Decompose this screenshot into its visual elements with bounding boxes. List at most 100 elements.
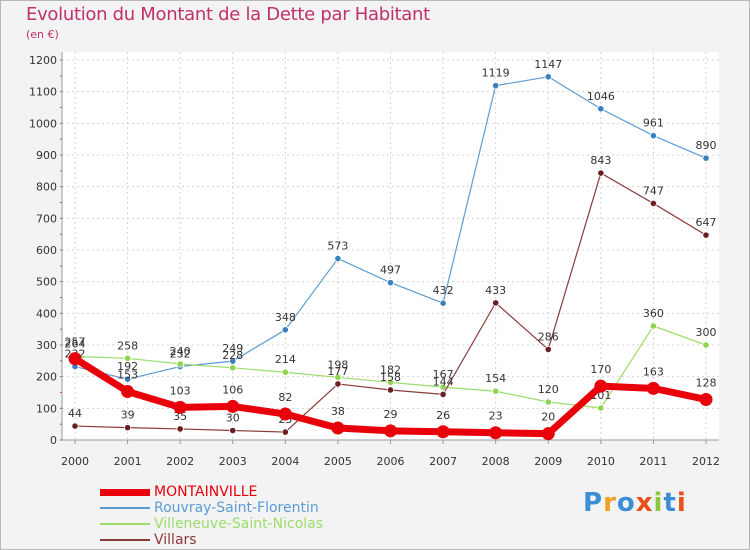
data-point-villeneuve-saint-nicolas: [281, 368, 289, 376]
x-tick-label: 2003: [219, 455, 247, 468]
data-label-villeneuve-saint-nicolas: 264: [65, 337, 86, 350]
legend-swatch: [100, 523, 150, 525]
data-label-villars: 647: [696, 216, 717, 229]
data-point-villeneuve-saint-nicolas: [229, 364, 237, 372]
logo-letter: x: [635, 488, 654, 518]
data-label-villars: 843: [590, 154, 611, 167]
legend-label: Villeneuve-Saint-Nicolas: [154, 516, 324, 532]
data-point-montainville: [68, 352, 82, 366]
data-label-rouvray-saint-florentin: 432: [433, 284, 454, 297]
data-point-villars: [597, 169, 605, 177]
plot-area: [62, 52, 719, 440]
data-point-rouvray-saint-florentin: [597, 105, 605, 113]
data-label-rouvray-saint-florentin: 961: [643, 117, 664, 130]
data-label-montainville: 170: [590, 363, 611, 376]
data-point-villars: [544, 345, 552, 354]
data-point-villars: [229, 426, 237, 435]
x-tick-label: 2008: [482, 455, 510, 468]
data-label-villeneuve-saint-nicolas: 228: [222, 349, 243, 362]
data-label-villars: 433: [485, 284, 506, 297]
data-point-montainville: [436, 425, 450, 439]
data-point-rouvray-saint-florentin: [439, 299, 447, 307]
data-point-montainville: [278, 407, 292, 421]
data-point-montainville: [541, 427, 555, 441]
data-label-villeneuve-saint-nicolas: 182: [380, 363, 401, 376]
data-label-montainville: 128: [696, 376, 717, 389]
data-point-rouvray-saint-florentin: [334, 254, 342, 263]
legend-swatch: [100, 539, 150, 541]
logo-letter: r: [603, 488, 617, 518]
legend-label: Villars: [154, 532, 197, 548]
data-label-rouvray-saint-florentin: 348: [275, 311, 296, 324]
y-tick-label: 300: [36, 339, 57, 352]
y-tick-label: 1200: [29, 54, 57, 67]
data-point-villeneuve-saint-nicolas: [439, 383, 447, 391]
data-point-villeneuve-saint-nicolas: [123, 354, 132, 362]
data-point-villeneuve-saint-nicolas: [492, 387, 500, 395]
data-point-rouvray-saint-florentin: [544, 73, 552, 81]
data-point-montainville: [331, 421, 345, 435]
data-point-montainville: [226, 399, 240, 413]
y-tick-label: 600: [36, 244, 57, 257]
x-tick-label: 2005: [324, 455, 352, 468]
logo-letter: i: [676, 488, 687, 518]
data-label-rouvray-saint-florentin: 1046: [587, 90, 615, 103]
data-point-villeneuve-saint-nicolas: [597, 404, 605, 412]
data-label-montainville: 82: [278, 391, 292, 404]
legend-label: Rouvray-Saint-Florentin: [154, 500, 319, 516]
y-tick-label: 100: [36, 402, 57, 415]
data-label-villeneuve-saint-nicolas: 360: [643, 307, 664, 320]
data-label-rouvray-saint-florentin: 573: [327, 240, 348, 253]
legend-swatch: [100, 489, 150, 496]
x-tick-label: 2012: [692, 455, 720, 468]
data-label-rouvray-saint-florentin: 890: [696, 139, 717, 152]
logo-letter: t: [663, 488, 677, 518]
data-point-rouvray-saint-florentin: [281, 326, 289, 334]
data-point-villars: [702, 231, 710, 239]
data-point-montainville: [384, 424, 397, 438]
data-point-villars: [281, 428, 289, 436]
y-tick-label: 200: [36, 371, 57, 384]
data-point-rouvray-saint-florentin: [649, 132, 658, 140]
data-label-montainville: 29: [384, 408, 398, 421]
data-label-rouvray-saint-florentin: 192: [117, 360, 138, 373]
data-label-rouvray-saint-florentin: 249: [222, 342, 243, 355]
data-label-villars: 144: [433, 375, 454, 388]
data-point-rouvray-saint-florentin: [123, 375, 132, 383]
data-label-rouvray-saint-florentin: 497: [380, 264, 401, 277]
data-label-montainville: 103: [170, 384, 191, 397]
data-label-villars: 39: [121, 409, 135, 422]
logo-letter: o: [616, 488, 636, 518]
proxiti-logo: Proxiti: [583, 488, 687, 518]
legend-swatch: [100, 507, 150, 509]
data-point-montainville: [173, 400, 187, 414]
data-label-villeneuve-saint-nicolas: 167: [433, 368, 454, 381]
y-tick-label: 700: [36, 212, 57, 225]
data-point-villars: [386, 386, 395, 394]
data-point-villars: [176, 425, 184, 433]
data-label-montainville: 163: [643, 365, 664, 378]
y-tick-label: 1000: [29, 117, 57, 130]
x-tick-label: 2011: [639, 455, 667, 468]
data-point-montainville: [489, 426, 503, 440]
y-tick-label: 0: [50, 434, 57, 447]
data-label-villeneuve-saint-nicolas: 240: [170, 345, 191, 358]
data-label-villars: 747: [643, 184, 664, 197]
data-label-villeneuve-saint-nicolas: 258: [117, 339, 138, 352]
x-tick-label: 2006: [377, 455, 405, 468]
x-tick-label: 2007: [429, 455, 457, 468]
data-label-villars: 286: [538, 330, 559, 343]
y-tick-label: 1100: [29, 86, 57, 99]
data-point-villars: [123, 424, 132, 432]
data-label-rouvray-saint-florentin: 1147: [534, 58, 562, 71]
legend-label: MONTAINVILLE: [154, 484, 258, 500]
data-point-villeneuve-saint-nicolas: [544, 398, 552, 406]
data-label-villars: 30: [226, 412, 240, 425]
data-label-montainville: 153: [117, 369, 138, 382]
data-point-montainville: [646, 381, 660, 395]
data-label-villeneuve-saint-nicolas: 198: [327, 358, 348, 371]
y-tick-label: 900: [36, 149, 57, 162]
data-label-villeneuve-saint-nicolas: 214: [275, 353, 296, 366]
logo-letter: P: [583, 488, 604, 518]
